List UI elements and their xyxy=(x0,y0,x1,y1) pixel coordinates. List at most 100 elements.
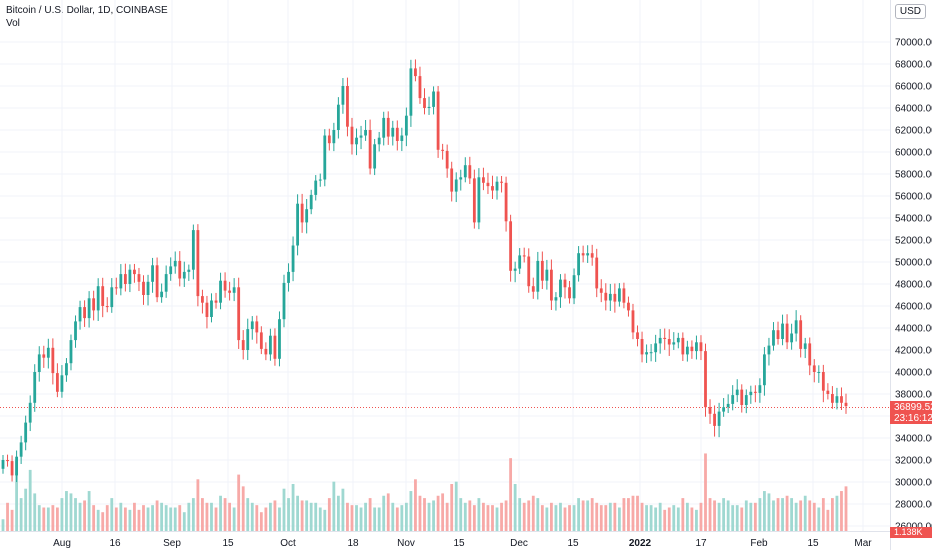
volume-bar[interactable] xyxy=(264,507,268,532)
candle-up[interactable] xyxy=(432,86,435,115)
volume-bar[interactable] xyxy=(350,505,354,531)
candle-down[interactable] xyxy=(663,328,667,350)
volume-bar[interactable] xyxy=(726,500,730,531)
candle-up[interactable] xyxy=(355,128,358,156)
candle-down[interactable] xyxy=(812,359,816,383)
candle-down[interactable] xyxy=(595,248,599,298)
candle-down[interactable] xyxy=(237,277,241,349)
candle-up[interactable] xyxy=(246,318,250,361)
candle-up[interactable] xyxy=(1,455,5,474)
volume-bar[interactable] xyxy=(219,495,222,531)
volume-bar[interactable] xyxy=(504,500,508,531)
volume-bar[interactable] xyxy=(273,500,277,531)
candle-down[interactable] xyxy=(613,283,617,313)
candle-up[interactable] xyxy=(69,334,73,371)
candle-down[interactable] xyxy=(123,263,127,292)
volume-bar[interactable] xyxy=(803,495,807,531)
candle-down[interactable] xyxy=(581,245,585,263)
candle-down[interactable] xyxy=(101,277,105,318)
volume-bar[interactable] xyxy=(201,498,204,531)
candle-down[interactable] xyxy=(10,455,14,482)
candle-down[interactable] xyxy=(590,244,594,266)
volume-bar[interactable] xyxy=(24,488,28,531)
candle-up[interactable] xyxy=(803,337,807,359)
volume-bar[interactable] xyxy=(355,505,358,531)
candle-up[interactable] xyxy=(790,323,794,350)
candle-down[interactable] xyxy=(491,175,494,200)
candle-down[interactable] xyxy=(92,290,96,321)
volume-bar[interactable] xyxy=(545,507,549,532)
volume-bar[interactable] xyxy=(432,500,435,531)
volume-bar[interactable] xyxy=(42,507,46,532)
candle-up[interactable] xyxy=(296,194,300,256)
volume-bar[interactable] xyxy=(246,498,250,531)
volume-bar[interactable] xyxy=(119,502,123,531)
candle-up[interactable] xyxy=(74,315,77,348)
volume-bar[interactable] xyxy=(676,507,680,532)
volume-bar[interactable] xyxy=(445,502,449,531)
volume-bar[interactable] xyxy=(110,498,114,531)
candle-down[interactable] xyxy=(604,283,608,311)
candle-down[interactable] xyxy=(386,111,390,145)
candle-down[interactable] xyxy=(105,297,109,313)
candle-up[interactable] xyxy=(772,322,775,351)
candle-up[interactable] xyxy=(314,175,318,201)
volume-bar[interactable] xyxy=(704,453,707,531)
candle-down[interactable] xyxy=(826,383,830,400)
candle-down[interactable] xyxy=(142,275,145,305)
volume-bar[interactable] xyxy=(604,505,608,531)
candle-down[interactable] xyxy=(509,214,513,282)
candle-up[interactable] xyxy=(341,78,345,114)
candle-up[interactable] xyxy=(336,97,340,139)
volume-bar[interactable] xyxy=(441,493,445,531)
candle-down[interactable] xyxy=(418,66,422,104)
volume-bar[interactable] xyxy=(291,484,295,531)
volume-bar[interactable] xyxy=(15,460,19,532)
volume-bar[interactable] xyxy=(645,505,648,531)
volume-bar[interactable] xyxy=(78,502,82,531)
volume-bar[interactable] xyxy=(450,484,454,531)
candle-up[interactable] xyxy=(572,268,576,305)
candle-up[interactable] xyxy=(364,119,367,141)
volume-bar[interactable] xyxy=(278,507,281,532)
volume-bar[interactable] xyxy=(83,500,86,531)
candle-up[interactable] xyxy=(722,398,726,417)
candle-down[interactable] xyxy=(522,247,526,263)
candle-up[interactable] xyxy=(65,358,68,382)
volume-bar[interactable] xyxy=(336,495,340,531)
volume-bar[interactable] xyxy=(250,502,254,531)
candle-up[interactable] xyxy=(554,292,558,311)
candle-up[interactable] xyxy=(128,264,132,293)
volume-bar[interactable] xyxy=(160,502,164,531)
volume-bar[interactable] xyxy=(540,505,544,531)
volume-bar[interactable] xyxy=(391,502,395,531)
candle-down[interactable] xyxy=(681,332,685,361)
volume-bar[interactable] xyxy=(155,500,159,531)
candle-up[interactable] xyxy=(645,344,648,363)
volume-bar[interactable] xyxy=(767,493,771,531)
candle-down[interactable] xyxy=(450,161,454,202)
candle-down[interactable] xyxy=(423,88,426,115)
candle-up[interactable] xyxy=(15,450,19,483)
candle-up[interactable] xyxy=(477,168,481,230)
volume-bar[interactable] xyxy=(821,498,825,531)
volume-bar[interactable] xyxy=(794,502,798,531)
volume-bar[interactable] xyxy=(799,500,803,531)
volume-bar[interactable] xyxy=(731,505,735,531)
candle-down[interactable] xyxy=(241,330,245,360)
volume-bar[interactable] xyxy=(840,491,843,531)
candle-down[interactable] xyxy=(327,128,331,151)
volume-bar[interactable] xyxy=(123,507,127,532)
candle-down[interactable] xyxy=(627,296,630,317)
candle-up[interactable] xyxy=(268,328,272,361)
candle-up[interactable] xyxy=(409,59,413,127)
candle-down[interactable] xyxy=(568,280,571,304)
candle-down[interactable] xyxy=(228,281,232,301)
volume-bar[interactable] xyxy=(300,500,304,531)
volume-bar[interactable] xyxy=(749,502,753,531)
volume-bar[interactable] xyxy=(1,519,5,531)
volume-bar[interactable] xyxy=(318,507,322,532)
candle-down[interactable] xyxy=(264,342,268,361)
volume-bar[interactable] xyxy=(522,502,526,531)
volume-bar[interactable] xyxy=(146,507,150,532)
